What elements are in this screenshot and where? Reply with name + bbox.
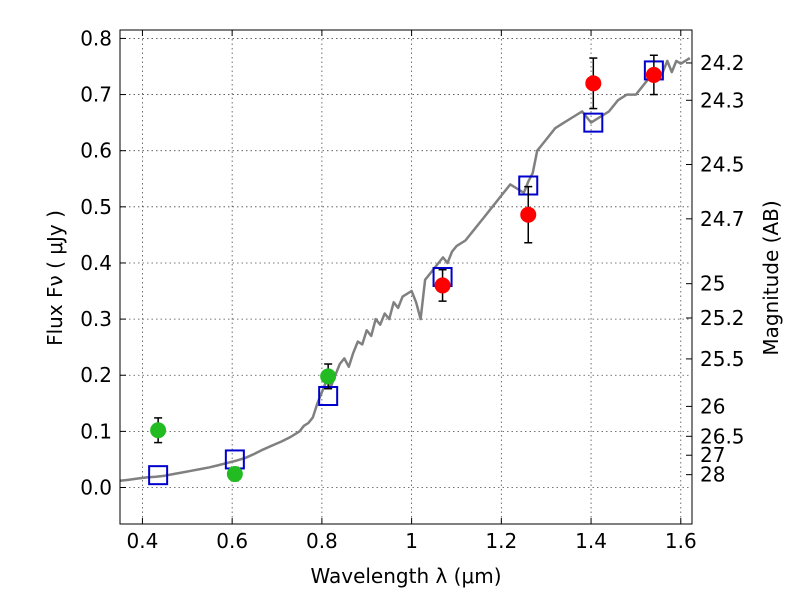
data-point-marker [520, 206, 537, 223]
x-tick-label: 1.6 [665, 529, 697, 553]
y2-tick-label: 25 [700, 272, 725, 296]
spectrum-layer [119, 57, 691, 483]
y2-tick-label: 24.3 [700, 88, 745, 112]
x-tick-label: 0.6 [216, 529, 248, 553]
y2-tick-label: 24.2 [700, 51, 745, 75]
data-point-marker [150, 422, 167, 439]
y-tick-label: 0.6 [80, 139, 112, 163]
x-tick-label: 1.4 [575, 529, 607, 553]
y-tick-label: 0.3 [80, 307, 112, 331]
y2-axis-title: Magnitude (AB) [759, 200, 783, 355]
model-square-marker [148, 465, 169, 486]
y-tick-label: 0.5 [80, 195, 112, 219]
y-tick-label: 0.2 [80, 363, 112, 387]
x-tick-label: 1 [405, 529, 418, 553]
y2-tick-label: 25.5 [700, 347, 745, 371]
y-tick-label: 0.1 [80, 419, 112, 443]
data-point-marker [434, 277, 451, 294]
y2-tick-label: 24.7 [700, 207, 745, 231]
data-point-marker [585, 75, 602, 92]
y-axis-title: Flux Fν ( μJy ) [43, 210, 67, 346]
y2-tick-label: 25.2 [700, 306, 745, 330]
x-tick-label: 0.8 [306, 529, 338, 553]
y2-tick-label: 24.5 [700, 153, 745, 177]
plot-frame [119, 29, 693, 525]
y2-tick-label: 28 [700, 463, 725, 487]
x-tick-label: 0.4 [127, 529, 159, 553]
y2-tick-label: 26 [700, 394, 725, 418]
points-layer [150, 54, 662, 483]
squares-layer [148, 60, 664, 486]
y-tick-label: 0.4 [80, 251, 112, 275]
x-tick-label: 1.2 [485, 529, 517, 553]
model-square-marker [583, 112, 604, 133]
y2-tick-label: 27 [700, 443, 725, 467]
y-tick-labels: 0.0 0.1 0.2 0.3 0.4 0.5 0.6 0.7 0.8 [80, 26, 112, 499]
data-point-marker [320, 368, 337, 385]
ticks [120, 30, 692, 524]
data-point-marker [645, 66, 662, 83]
y-tick-label: 0.7 [80, 83, 112, 107]
x-tick-labels: 0.4 0.6 0.8 1 1.2 1.4 1.6 [127, 529, 697, 553]
spectrum-line [119, 57, 691, 483]
x-axis-title: Wavelength λ (μm) [310, 564, 501, 588]
y-tick-label: 0.8 [80, 26, 112, 50]
data-point-marker [226, 466, 243, 483]
y2-tick-label: 26.5 [700, 424, 745, 448]
grid [120, 30, 692, 524]
y-tick-label: 0.0 [80, 476, 112, 500]
